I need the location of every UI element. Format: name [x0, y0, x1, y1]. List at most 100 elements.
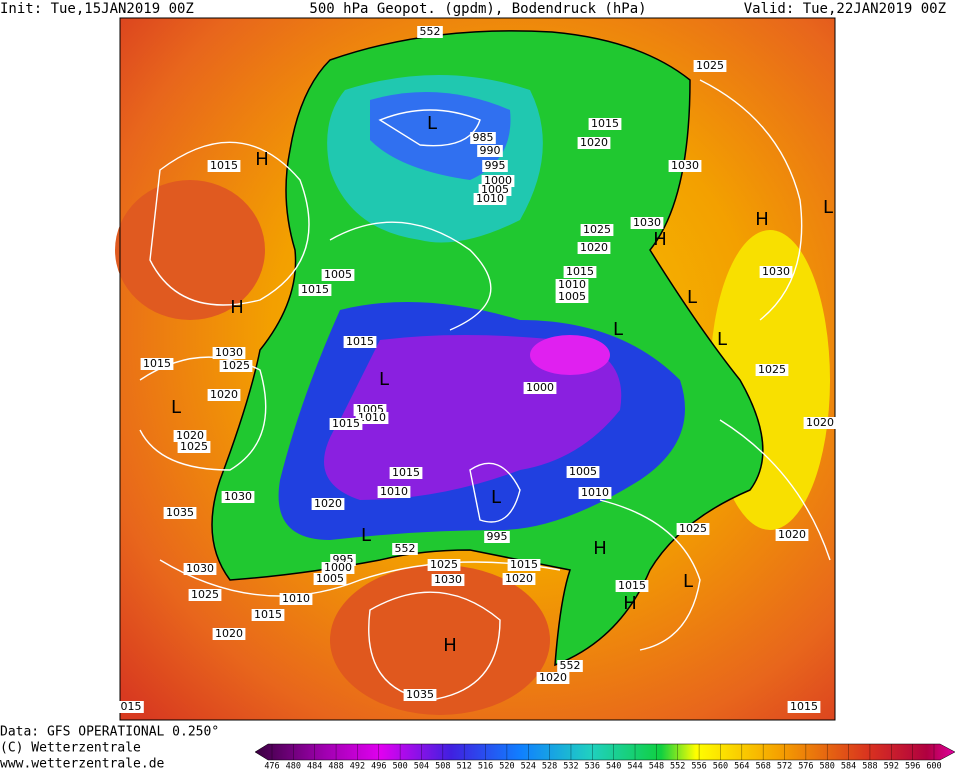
isobar-label: 1020 — [580, 136, 608, 149]
label-box — [188, 589, 222, 601]
label-box — [389, 467, 423, 479]
label-box — [676, 523, 710, 535]
isobar-label: 1015 — [790, 700, 818, 713]
label-box — [355, 412, 389, 424]
isobar-label: 1010 — [558, 278, 586, 291]
isobar-label: 1025 — [191, 588, 219, 601]
label-box — [251, 609, 285, 621]
label-box — [140, 358, 174, 370]
colorbar-label: 576 — [798, 762, 813, 771]
isobar-label: 1005 — [324, 268, 352, 281]
label-box — [163, 507, 197, 519]
colorbar-label: 552 — [670, 762, 685, 771]
isobar-label: 1025 — [583, 223, 611, 236]
isobar-label: 1010 — [282, 592, 310, 605]
isobar-label: 1015 — [332, 417, 360, 430]
label-box — [630, 217, 664, 229]
isobar-label: 1015 — [510, 558, 538, 571]
label-box — [207, 389, 241, 401]
isobar-label: 1015 — [143, 357, 171, 370]
colorbar-label: 584 — [841, 762, 856, 771]
colorbar-label: 600 — [926, 762, 941, 771]
isobar-label: 1020 — [778, 528, 806, 541]
label-box — [502, 573, 536, 585]
isobar-label: 1030 — [186, 562, 214, 575]
isobar-label: 1000 — [484, 174, 512, 187]
colorbar-ticks: 476 480 484 488 492 496 500 504 508 512 516 520 524 5… — [264, 744, 942, 772]
colorbar-label: 540 — [606, 762, 621, 771]
isobar-label: 995 — [485, 159, 506, 172]
isobar-label: 552 — [420, 25, 441, 38]
isobar-label: 1025 — [679, 522, 707, 535]
label-box — [212, 628, 246, 640]
label-box — [555, 279, 589, 291]
label-box — [403, 689, 437, 701]
label-box — [279, 593, 313, 605]
label-box — [578, 487, 612, 499]
pressure-center: L — [491, 487, 501, 508]
isobar-label: 1030 — [215, 346, 243, 359]
pressure-center: H — [623, 593, 637, 614]
label-box — [377, 486, 411, 498]
colorbar-label: 556 — [691, 762, 706, 771]
colorbar-label: 544 — [627, 762, 642, 771]
isobar — [149, 141, 310, 306]
label-box — [298, 284, 332, 296]
label-box — [523, 382, 557, 394]
map-title: 500 hPa Geopot. (gpdm), Bodendruck (hPa) — [309, 1, 646, 17]
colorbar-label: 572 — [777, 762, 792, 771]
isobar-label: 1005 — [316, 572, 344, 585]
pressure-center: H — [755, 209, 769, 230]
label-box — [563, 266, 597, 278]
isobar-label: 985 — [473, 131, 494, 144]
colorbar-label: 508 — [435, 762, 450, 771]
warm-region — [115, 180, 265, 320]
pressure-center: L — [687, 287, 697, 308]
isobar-label: 1015 — [591, 117, 619, 130]
label-box — [484, 531, 510, 543]
label-box — [321, 562, 355, 574]
label-box — [759, 266, 793, 278]
isobar-label: 1030 — [633, 216, 661, 229]
isobar-label: 1020 — [215, 627, 243, 640]
label-box — [577, 242, 611, 254]
label-box — [577, 137, 611, 149]
isobar-label: 1020 — [505, 572, 533, 585]
label-box — [329, 418, 363, 430]
cold-core — [370, 92, 511, 180]
pressure-center: H — [593, 538, 607, 559]
colorbar-label: 524 — [521, 762, 536, 771]
colorbar-label: 580 — [820, 762, 835, 771]
label-box — [668, 160, 702, 172]
isobar-label: 1015 — [346, 335, 374, 348]
isobar-label: 1025 — [696, 59, 724, 72]
isobar — [719, 419, 831, 561]
init-time: Init: Tue,15JAN2019 00Z — [0, 1, 194, 17]
label-box — [313, 573, 347, 585]
label-box — [219, 360, 253, 372]
isobar-label: 1020 — [176, 429, 204, 442]
isobar-label: 1025 — [758, 363, 786, 376]
cold-core — [530, 335, 610, 375]
isobar-label: 1010 — [476, 192, 504, 205]
isobar — [469, 462, 521, 523]
pressure-center: L — [683, 571, 693, 592]
website: www.wetterzentrale.de — [0, 757, 165, 771]
label-box — [803, 417, 837, 429]
isobar-label: 995 — [487, 530, 508, 543]
isobar-label: 1000 — [324, 561, 352, 574]
colorbar-label: 492 — [350, 762, 365, 771]
pressure-center: L — [717, 329, 727, 350]
colorbar — [254, 743, 956, 761]
map-frame — [119, 17, 836, 721]
colorbar-label: 548 — [649, 762, 664, 771]
pressure-center: L — [427, 113, 437, 134]
label-box — [427, 559, 461, 571]
pressure-center: H — [255, 149, 269, 170]
isobar-label: 1025 — [222, 359, 250, 372]
label-box — [755, 364, 789, 376]
isobar-label: 1030 — [671, 159, 699, 172]
isobar-label: 1015 — [566, 265, 594, 278]
colorbar-label: 516 — [478, 762, 493, 771]
isobar-label: 1010 — [358, 411, 386, 424]
